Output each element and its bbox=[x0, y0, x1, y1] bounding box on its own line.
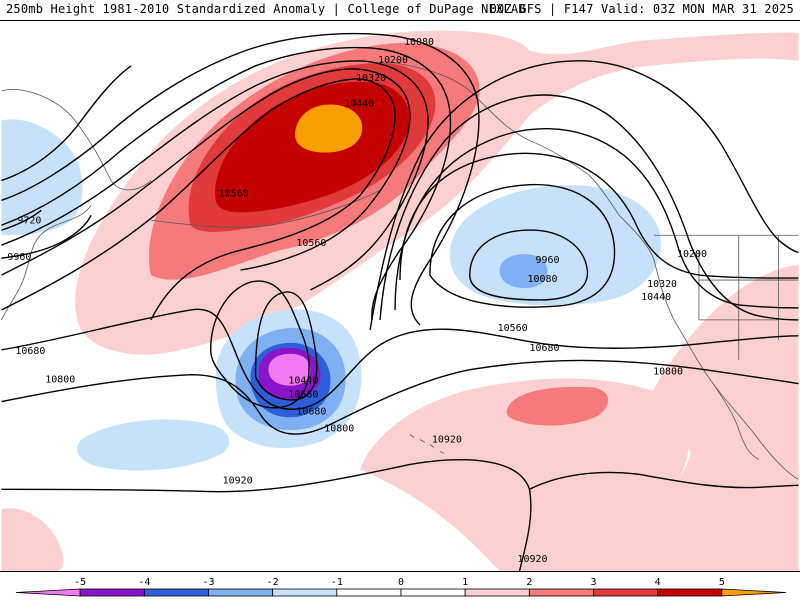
contour-10320-east bbox=[394, 128, 799, 310]
colorbar-bin bbox=[721, 588, 787, 597]
colorbar-tick-label: 0 bbox=[398, 577, 404, 588]
pos5-region-north bbox=[294, 104, 363, 153]
contour-10920-east bbox=[529, 471, 799, 490]
neg1-region-nw bbox=[1, 119, 83, 236]
colorbar-bin bbox=[79, 588, 145, 597]
neg1-region-goa bbox=[449, 185, 661, 306]
contour-9720-west bbox=[1, 209, 42, 231]
colorbar-tick-label: 1 bbox=[462, 577, 468, 588]
contour-10440-low bbox=[254, 291, 318, 401]
colorbar-bin bbox=[208, 588, 274, 597]
contour-label: 9960 bbox=[7, 252, 31, 263]
contour-10080-north bbox=[1, 32, 480, 326]
pos1-region-sw bbox=[1, 508, 64, 571]
contour-label: 10560 bbox=[288, 390, 318, 401]
contour-label: 10200 bbox=[677, 249, 707, 260]
contour-label: 10200 bbox=[378, 55, 408, 66]
contour-9960-west bbox=[1, 214, 92, 259]
contour-10920 bbox=[1, 459, 532, 571]
colorbar-bin bbox=[464, 588, 530, 597]
colorbar-tick-label: 2 bbox=[526, 577, 532, 588]
pos2-region-hawaii bbox=[506, 386, 609, 426]
contour-10440-north bbox=[1, 68, 411, 276]
contour-label: 10800 bbox=[324, 424, 354, 435]
contour-10200-north bbox=[1, 46, 452, 320]
colorbar-bin bbox=[143, 588, 209, 597]
contour-label: 10680 bbox=[530, 343, 560, 354]
height-contours bbox=[1, 32, 799, 571]
anomaly-shading bbox=[1, 30, 799, 571]
na-west-coast bbox=[618, 215, 799, 480]
contour-label: 10320 bbox=[647, 279, 677, 290]
colorbar-bins bbox=[15, 588, 787, 597]
anomaly-map: 10080 10200 10320 10440 10560 10560 9720… bbox=[0, 20, 800, 572]
contour-label: 10680 bbox=[15, 346, 45, 357]
colorbar-bin bbox=[593, 588, 659, 597]
colorbar-tick-labels: -5 -4 -3 -2 -1 0 1 2 3 4 5 bbox=[74, 577, 725, 588]
contour-label: 10080 bbox=[528, 274, 558, 285]
contour-label: 10920 bbox=[223, 475, 253, 486]
colorbar-tick-label: 4 bbox=[655, 577, 661, 588]
contour-label: 10560 bbox=[219, 188, 249, 199]
colorbar-bin bbox=[272, 588, 338, 597]
contour-label: 10800 bbox=[653, 367, 683, 378]
contour-10800 bbox=[1, 359, 799, 435]
colorbar-bin bbox=[400, 588, 466, 597]
colorbar-tick-label: -3 bbox=[202, 577, 214, 588]
contour-9840-west bbox=[1, 65, 132, 182]
contour-label: 10320 bbox=[356, 73, 386, 84]
contour-10200-east bbox=[399, 152, 799, 281]
neg5-region-cp bbox=[268, 353, 311, 386]
contour-label: 10680 bbox=[296, 407, 326, 418]
contour-label: 9960 bbox=[536, 255, 560, 266]
contour-label: 10560 bbox=[296, 238, 326, 249]
contour-10440-east bbox=[379, 94, 799, 321]
baja-peninsula bbox=[713, 384, 759, 460]
alaska-coastline bbox=[380, 60, 620, 216]
contour-10560-low bbox=[209, 280, 310, 409]
pos1-region-subtropic bbox=[360, 378, 689, 571]
colorbar-tick-label: 3 bbox=[590, 577, 596, 588]
colorbar-tick-label: 5 bbox=[719, 577, 725, 588]
colorbar-bin bbox=[528, 588, 594, 597]
contour-9960-goa bbox=[469, 229, 589, 301]
contour-10680 bbox=[1, 308, 799, 410]
anomaly-colorbar: -5 -4 -3 -2 -1 0 1 2 3 4 5 bbox=[15, 577, 787, 597]
contour-label: 10440 bbox=[288, 376, 318, 387]
contour-10320-north bbox=[1, 60, 429, 291]
contour-label: 9720 bbox=[17, 215, 41, 226]
contour-label: 10800 bbox=[45, 375, 75, 386]
pos1-region-east bbox=[609, 265, 799, 571]
map-title: 250mb Height 1981-2010 Standardized Anom… bbox=[6, 2, 526, 16]
contour-label: 10920 bbox=[432, 434, 462, 445]
colorbar-tick-label: -4 bbox=[138, 577, 150, 588]
colorbar-bin bbox=[657, 588, 723, 597]
contour-label: 10920 bbox=[518, 554, 548, 565]
colorbar-tick-label: -2 bbox=[267, 577, 279, 588]
model-run-info: 00Z GFS | F147 Valid: 03Z MON MAR 31 202… bbox=[489, 2, 794, 16]
hawaii-islands bbox=[409, 434, 445, 454]
contour-10560-north bbox=[1, 78, 396, 321]
colorbar-bin bbox=[15, 588, 81, 597]
contour-label: 10440 bbox=[344, 99, 374, 110]
contour-label: 10560 bbox=[498, 323, 528, 334]
colorbar-bin bbox=[336, 588, 402, 597]
colorbar-tick-label: -1 bbox=[331, 577, 343, 588]
colorbar-tick-label: -5 bbox=[74, 577, 86, 588]
contour-label-layer: 10080 10200 10320 10440 10560 10560 9720… bbox=[7, 37, 707, 565]
neg1-region-west bbox=[77, 419, 230, 471]
contour-10560-east bbox=[369, 60, 799, 330]
contour-label: 10440 bbox=[641, 292, 671, 303]
contour-label: 10080 bbox=[404, 37, 434, 48]
contour-10080-goa bbox=[429, 183, 616, 308]
neg2-region-goa bbox=[499, 254, 548, 289]
